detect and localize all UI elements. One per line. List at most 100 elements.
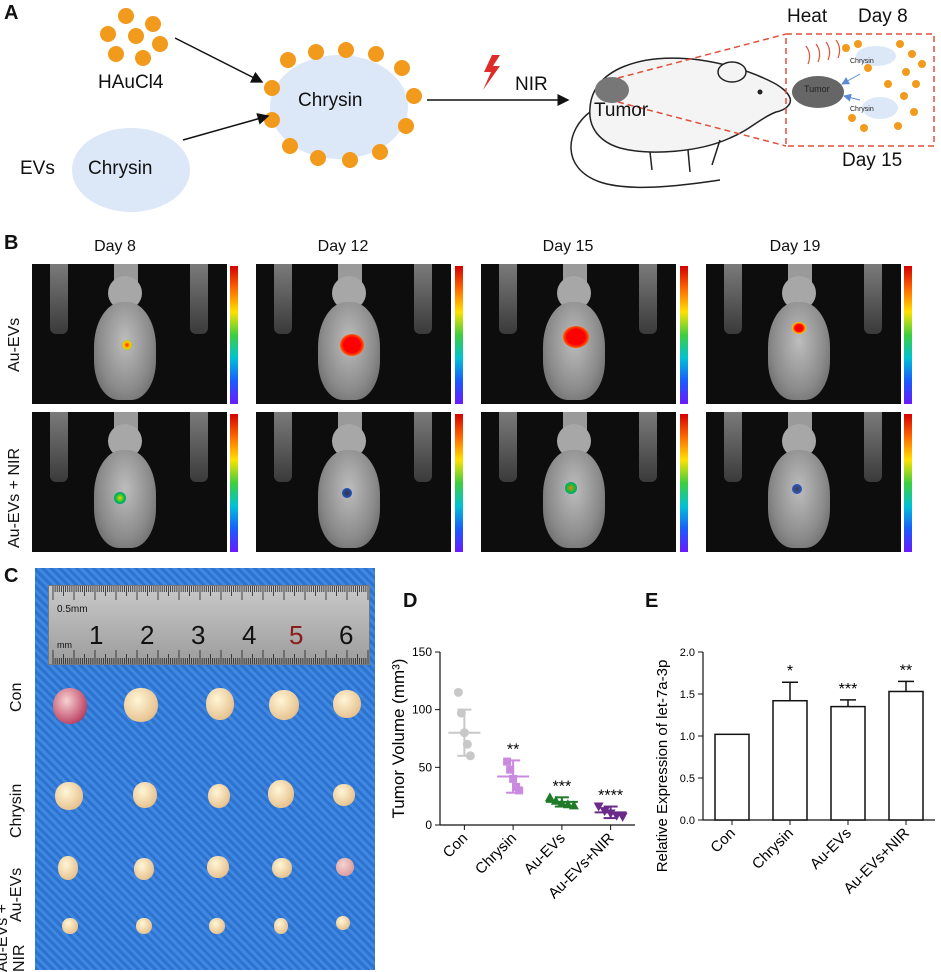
significance-label: *** (553, 778, 572, 795)
color-scale-bar (904, 414, 912, 552)
ivis-image (32, 412, 227, 552)
tumor-sample (333, 690, 361, 718)
tumor-sample (336, 858, 354, 876)
y-tick-label: 100 (412, 703, 432, 717)
heat-label: Heat (787, 6, 828, 27)
significance-label: ** (900, 662, 912, 679)
ivis-image (256, 264, 451, 404)
x-tick-label: Au-EVs (807, 825, 855, 873)
x-tick-label: Chrysin (472, 830, 520, 878)
gold-dot (394, 60, 410, 76)
y-tick-label: 50 (419, 760, 433, 774)
let7a-expression-chart: 0.0 0.5 1.0 1.5 2.0 Relative Expression of le… (654, 647, 935, 897)
row-label-au-evs: Au-EVs (6, 317, 23, 372)
inset-chrysin-label-1: Chrysin (850, 58, 874, 65)
data-point (506, 765, 515, 774)
data-point (459, 728, 469, 738)
ivis-image (256, 412, 451, 552)
data-point (550, 795, 561, 805)
tumor-blob (595, 77, 629, 103)
tumor-sample (209, 918, 225, 934)
color-scale-bar (680, 266, 688, 404)
data-point (515, 786, 524, 795)
tumor-sample (133, 782, 157, 808)
ev-chrysin-label: Chrysin (88, 158, 153, 179)
np-chrysin-label: Chrysin (298, 90, 363, 111)
tumor-sample (136, 918, 152, 934)
tumor-sample (62, 918, 78, 934)
ruler-number: 2 (140, 620, 155, 650)
inset-box (785, 33, 935, 147)
tumor-sample (268, 780, 294, 808)
day-label: Day 19 (769, 238, 821, 255)
tumor-label: Tumor (594, 100, 649, 121)
photo-row-label: Con (8, 682, 25, 712)
panel-label-c: C (4, 565, 19, 587)
ivis-image (481, 412, 676, 552)
data-point (599, 807, 610, 817)
gold-dot (100, 26, 116, 42)
tumor-sample (208, 784, 230, 808)
gold-dot (152, 36, 168, 52)
tumor-sample (58, 856, 78, 880)
gold-dot (282, 138, 298, 154)
y-axis-title: Relative Expression of let-7a-3p (654, 660, 671, 873)
gold-dot (368, 46, 384, 62)
ruler-number: 1 (89, 620, 104, 650)
gold-dot (264, 80, 280, 96)
y-tick-label: 0.5 (680, 773, 695, 785)
tumor-sample (55, 782, 83, 810)
tumor-sample (207, 856, 229, 878)
tumor-sample (272, 858, 292, 878)
gold-dot (338, 42, 354, 58)
data-point (503, 757, 512, 766)
y-tick-label: 1.0 (680, 731, 695, 743)
gold-dot (280, 52, 296, 68)
ivis-image (706, 264, 901, 404)
tumor-sample (53, 688, 87, 724)
gold-dot (398, 118, 414, 134)
gold-dot (135, 50, 151, 66)
photo-row-label: Chrysin (8, 783, 25, 838)
ivis-image (481, 264, 676, 404)
ruler-number: 6 (339, 620, 354, 650)
haucl4-label: HAuCl4 (98, 72, 164, 93)
color-scale-bar (230, 266, 238, 404)
inset-chrysin-label-2: Chrysin (850, 106, 874, 113)
data-point (562, 799, 573, 809)
gold-dot (372, 144, 388, 160)
data-point (544, 792, 555, 802)
ivis-image (706, 412, 901, 552)
tumor-sample (336, 916, 350, 930)
x-tick-label: Con (440, 830, 471, 861)
evs-label: EVs (20, 158, 55, 179)
data-point (617, 812, 628, 822)
tumor-sample (274, 918, 288, 934)
significance-label: * (787, 663, 793, 680)
panel-label-a: A (4, 2, 19, 24)
color-scale-bar (230, 414, 238, 552)
data-point (453, 687, 463, 697)
tumor-sample (269, 690, 299, 720)
y-axis-title: Tumor Volume (mm³) (389, 659, 408, 819)
data-point (456, 708, 466, 718)
gold-dot (108, 46, 124, 62)
data-point (462, 739, 472, 749)
data-point (556, 798, 567, 808)
x-tick-label: Con (707, 825, 738, 856)
tumor-sample (124, 688, 158, 722)
row-label-au-evs-nir: Au-EVs + NIR (6, 447, 23, 548)
ruler-unit-label: mm (57, 640, 72, 650)
ev-vesicle (72, 128, 190, 212)
ruler-top-label: 0.5mm (57, 604, 88, 615)
bar (714, 733, 750, 821)
color-scale-bar (455, 266, 463, 404)
day15-label: Day 15 (842, 150, 903, 171)
color-scale-bar (455, 414, 463, 552)
schematic-arrows (174, 33, 935, 189)
nir-label: NIR (515, 74, 548, 95)
tumor-sample (134, 858, 154, 880)
ruler-number: 5 (289, 620, 304, 650)
gold-dot (342, 152, 358, 168)
gold-dot (406, 88, 422, 104)
